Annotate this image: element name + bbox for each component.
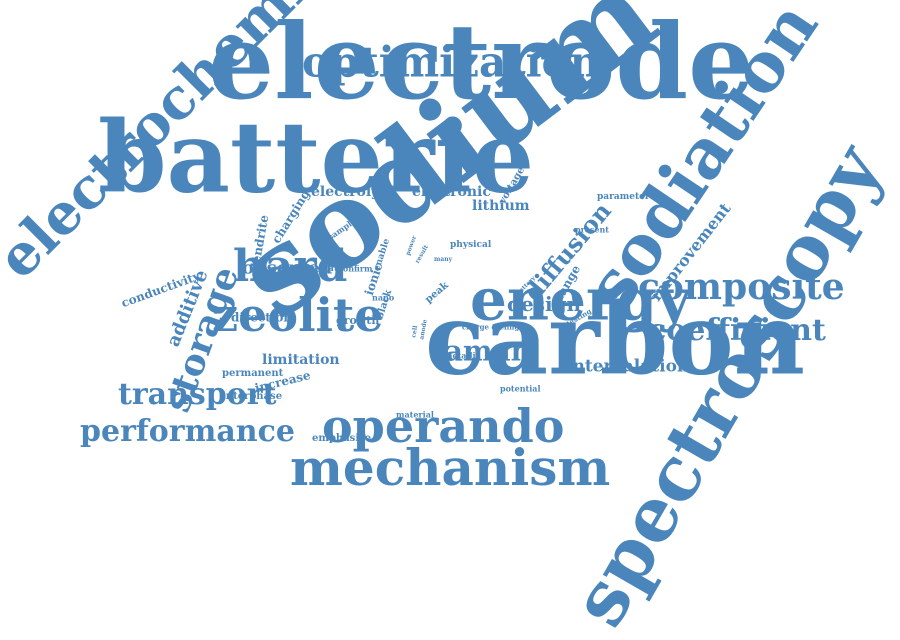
word-carbon: carbon	[425, 282, 805, 398]
word-nano: nano	[372, 292, 395, 303]
word-parameter: parameter	[597, 191, 650, 202]
word-composite: composite	[638, 266, 845, 309]
word-material: material	[396, 409, 434, 420]
word-present: present	[575, 224, 610, 235]
word-performance: performance	[80, 414, 295, 449]
word-electronic: electronic	[412, 183, 491, 200]
word-observed: observed	[242, 257, 333, 279]
word-potential: potential	[500, 383, 541, 394]
word-many: many	[434, 256, 453, 264]
word-electrode: electrode	[208, 0, 755, 123]
word-hard: hard	[233, 240, 348, 292]
word-batterie: batterie	[98, 100, 535, 216]
word-raman: raman	[430, 334, 532, 368]
word-operando: operando	[322, 399, 565, 454]
word-optimization: optimization	[302, 37, 601, 87]
word-direction: direction	[231, 310, 293, 325]
word-eliminate: eliminate	[296, 263, 344, 274]
word-emphasize: emphasize	[312, 433, 372, 444]
word-growth: growth	[336, 314, 380, 328]
word-physical: physical	[450, 239, 492, 250]
word-metallic: metallic	[444, 350, 481, 361]
word-electrolyte: electrolyte	[311, 183, 395, 200]
word-transport: transport	[118, 377, 277, 412]
word-charge-cycling: charge cycling	[462, 322, 520, 332]
word-design: design	[507, 292, 582, 316]
word-coefficient: coefficient	[648, 313, 826, 348]
word-limitation: limitation	[262, 351, 340, 368]
word-lithium: lithium	[472, 197, 530, 214]
word-zeolite: zeolite	[212, 288, 384, 343]
word-energy: energy	[470, 265, 691, 334]
word-mechanism: mechanism	[290, 438, 611, 497]
word-interphase: interphase	[222, 391, 283, 402]
word-intercalation: intercalation	[566, 356, 690, 377]
word-confirm: confirm	[338, 263, 373, 274]
word-permanent: permanent	[222, 368, 284, 379]
